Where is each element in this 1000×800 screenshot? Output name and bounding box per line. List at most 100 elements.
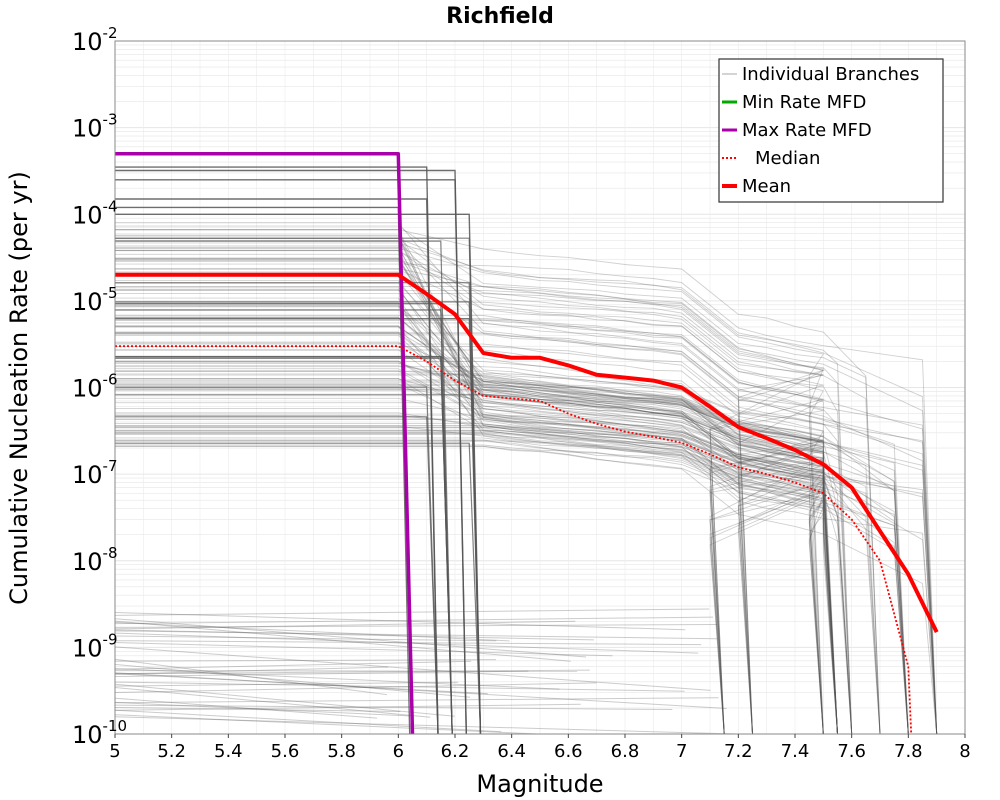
branch-line	[115, 360, 838, 735]
branch-line	[115, 341, 824, 735]
branch-line	[115, 370, 909, 735]
branch-line	[115, 250, 824, 735]
plot-frame	[114, 40, 966, 735]
branch-line	[114, 673, 488, 695]
branch-line	[115, 297, 824, 735]
branch-line	[115, 301, 482, 735]
branch-line	[114, 697, 719, 704]
branch-line	[115, 362, 824, 735]
branch-line	[115, 394, 824, 735]
branch-line	[115, 430, 909, 735]
branch-line	[114, 709, 502, 733]
branch-line	[114, 668, 560, 690]
branch-line	[115, 423, 825, 735]
branch-line	[115, 378, 853, 735]
branch-line	[115, 235, 909, 735]
branch-line	[115, 315, 825, 735]
y-axis-label: Cumulative Nucleation Rate (per yr)	[5, 171, 33, 605]
branch-line	[115, 332, 938, 735]
branch-line	[115, 370, 938, 735]
branch-line	[115, 402, 838, 735]
branch-line	[115, 342, 909, 735]
branch-line	[115, 326, 838, 735]
branch-line	[114, 670, 578, 672]
branch-line	[115, 343, 938, 735]
branch-line	[115, 319, 838, 735]
branch-line	[115, 397, 838, 735]
branch-line	[115, 440, 825, 735]
branch-line	[115, 303, 909, 735]
branch-line	[115, 240, 909, 735]
branch-line	[115, 394, 838, 735]
branch-line	[115, 378, 838, 735]
branch-line	[115, 349, 838, 735]
branch-line	[114, 635, 497, 642]
x-tick-label: 5.2	[157, 741, 186, 762]
branch-line	[114, 687, 431, 718]
y-tick-label: 10-7	[72, 457, 118, 489]
branch-line	[114, 697, 378, 719]
branch-line	[115, 234, 826, 735]
branch-line	[115, 331, 838, 735]
branch-line	[115, 250, 853, 735]
branch-line	[115, 319, 826, 735]
y-tick-label: 10-8	[72, 544, 118, 576]
legend-label: Min Rate MFD	[742, 92, 866, 113]
branch-line	[115, 222, 853, 735]
branch-line	[115, 259, 825, 735]
branch-line	[115, 429, 825, 735]
branch-line	[115, 418, 909, 735]
chart-title: Richfield	[446, 4, 554, 29]
branch-line	[115, 374, 838, 735]
branch-line	[115, 325, 824, 735]
branch-line	[115, 317, 909, 735]
branch-line	[114, 701, 412, 717]
branch-line	[114, 716, 737, 735]
branch-line	[115, 237, 909, 735]
series-lines	[115, 151, 939, 735]
branch-line	[114, 646, 711, 691]
branch-line	[115, 316, 853, 735]
series-max-rate-mfd-line	[115, 151, 415, 735]
x-axis-label: Magnitude	[476, 770, 603, 798]
branch-line	[115, 333, 909, 735]
branch-line	[115, 407, 909, 735]
branch-line	[115, 334, 838, 735]
branch-line	[114, 672, 727, 709]
branch-line	[114, 659, 497, 662]
branch-line	[115, 419, 838, 735]
branch-line	[115, 439, 938, 735]
branch-line	[115, 393, 825, 735]
branch-line	[114, 642, 613, 657]
series-median-line	[115, 345, 913, 735]
branch-line	[115, 360, 938, 735]
branch-line	[115, 325, 825, 735]
branch-line	[115, 416, 439, 735]
y-tick-label: 10-3	[72, 111, 118, 143]
branch-line	[115, 383, 825, 735]
branch-line	[115, 325, 838, 735]
branch-line	[115, 368, 838, 735]
branch-line	[114, 620, 576, 630]
branch-line	[114, 629, 594, 641]
branch-line	[114, 666, 389, 675]
branch-line	[114, 681, 685, 692]
branch-line	[115, 257, 838, 735]
branch-line	[115, 268, 938, 735]
series-mean-line	[115, 272, 939, 633]
branch-line	[115, 387, 881, 735]
branch-line	[114, 704, 673, 710]
branch-line	[114, 618, 587, 658]
branch-line	[114, 703, 581, 711]
legend-box	[718, 58, 944, 203]
branch-line	[114, 681, 459, 687]
y-tick-label: 10-4	[72, 197, 118, 229]
x-tick-label: 7.8	[894, 741, 923, 762]
branch-line	[115, 362, 909, 735]
branch-line	[115, 414, 825, 735]
branch-line	[115, 302, 853, 735]
branch-line	[115, 301, 881, 735]
branch-line	[114, 630, 718, 640]
branch-line	[115, 247, 881, 735]
